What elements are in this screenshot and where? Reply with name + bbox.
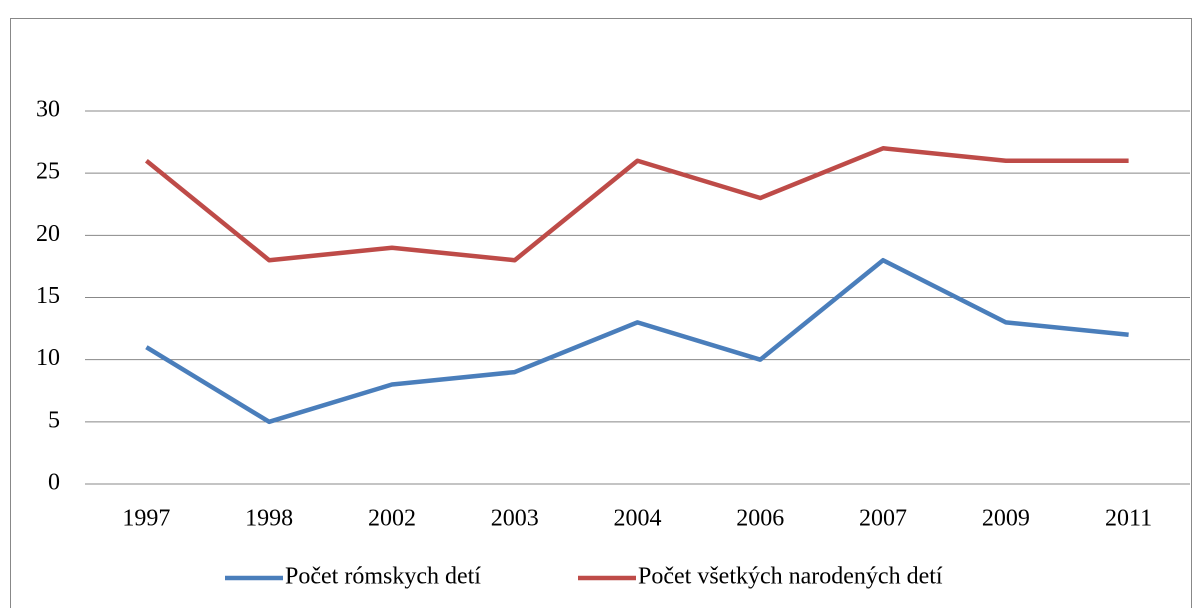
y-tick-label: 25 — [36, 159, 60, 185]
y-tick-label: 0 — [48, 470, 60, 496]
x-tick-label: 2011 — [1105, 506, 1152, 532]
y-tick-label: 20 — [36, 221, 60, 247]
x-tick-label: 2002 — [368, 506, 416, 532]
x-tick-label: 1997 — [122, 506, 170, 532]
x-tick-label: 2009 — [982, 506, 1030, 532]
y-tick-label: 5 — [48, 407, 60, 433]
series-line — [144, 146, 1129, 263]
chart-frame — [10, 18, 1192, 608]
legend-label: Počet rómskych detí — [285, 564, 481, 590]
y-tick-label: 30 — [36, 97, 60, 123]
y-tick-label: 15 — [36, 283, 60, 309]
x-tick-label: 1998 — [245, 506, 293, 532]
x-tick-label: 2004 — [614, 506, 662, 532]
x-tick-label: 2006 — [736, 506, 784, 532]
legend-label: Počet všetkých narodených detí — [638, 564, 943, 590]
series-line — [145, 257, 1129, 425]
x-tick-label: 2003 — [491, 506, 539, 532]
y-tick-label: 10 — [36, 345, 60, 371]
x-tick-label: 2007 — [859, 506, 907, 532]
